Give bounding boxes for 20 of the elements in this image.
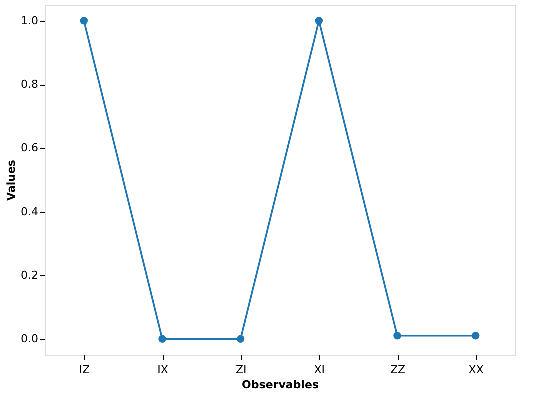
y-tick-label: 1.0	[21, 14, 38, 28]
point	[472, 332, 480, 340]
point	[80, 17, 88, 25]
point	[315, 17, 324, 25]
y-tick-label: 0.2	[21, 268, 38, 282]
x-tick-label: ZZ	[390, 364, 406, 376]
y-axis-title: Values	[5, 160, 18, 201]
x-tick-label: ZI	[236, 364, 247, 376]
point	[236, 335, 245, 343]
x-tick-label: XX	[468, 364, 484, 376]
x-tick-label: IZ	[79, 364, 91, 376]
x-tick-label: IX	[158, 364, 169, 376]
point	[158, 335, 166, 343]
x-axis-title: Observables	[242, 378, 320, 392]
point	[394, 332, 402, 340]
y-tick-label: 0.0	[21, 332, 38, 346]
x-tick-label: XI	[314, 364, 326, 376]
y-tick-label: 0.8	[21, 78, 38, 92]
y-tick-label: 0.4	[21, 205, 38, 218]
y-tick-label: 0.6	[21, 142, 38, 155]
